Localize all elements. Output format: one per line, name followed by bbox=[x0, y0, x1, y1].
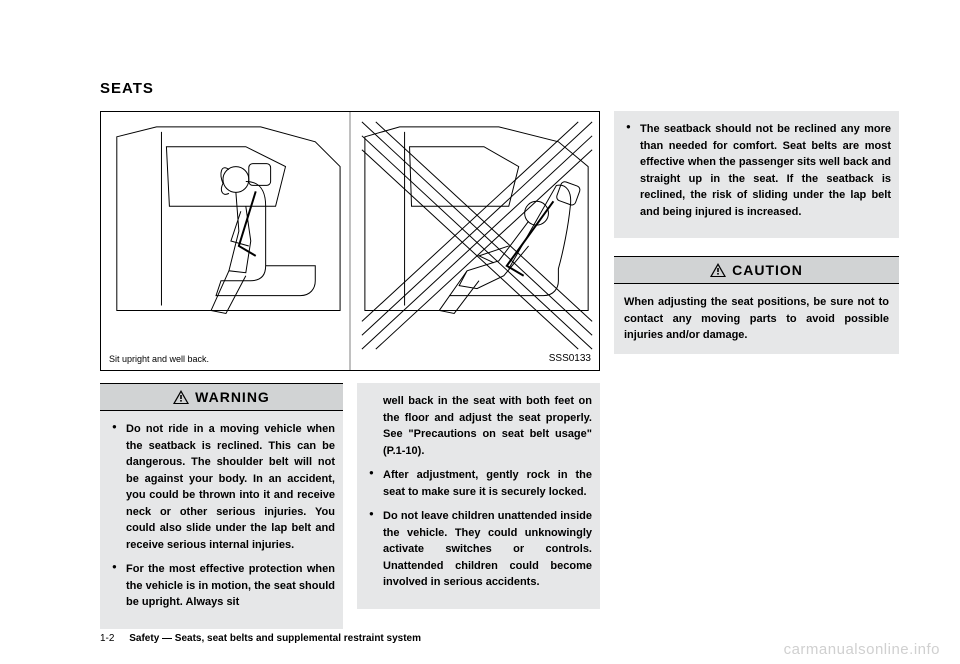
seat-figure: Sit upright and well back. SSS0133 bbox=[100, 111, 600, 371]
figure-caption-right: SSS0133 bbox=[549, 353, 591, 364]
warning-item: The seatback should not be reclined any … bbox=[622, 121, 891, 220]
spacer bbox=[614, 238, 899, 256]
caution-triangle-icon bbox=[710, 263, 726, 277]
page-number: 1-2 bbox=[100, 633, 114, 644]
warning-item: After adjustment, gently rock in the sea… bbox=[365, 467, 592, 500]
watermark: carmanualsonline.info bbox=[784, 641, 940, 658]
warning-item: Do not ride in a moving vehicle when the… bbox=[108, 421, 335, 553]
seat-illustration-svg bbox=[101, 112, 599, 370]
page-footer: 1-2 Safety — Seats, seat belts and suppl… bbox=[100, 633, 421, 644]
left-columns: Sit upright and well back. SSS0133 WARNI… bbox=[100, 111, 600, 629]
caution-text: When adjusting the seat positions, be su… bbox=[614, 284, 899, 354]
warning-label: WARNING bbox=[195, 389, 270, 405]
warning-item: Do not leave children unattended inside … bbox=[365, 508, 592, 591]
chapter-title: Safety — Seats, seat belts and supplemen… bbox=[129, 633, 421, 644]
warning-item-continued: well back in the seat with both feet on … bbox=[365, 393, 592, 459]
warning-columns: WARNING Do not ride in a moving vehicle … bbox=[100, 383, 600, 629]
caution-label: CAUTION bbox=[732, 262, 803, 278]
warning-box-3: The seatback should not be reclined any … bbox=[614, 111, 899, 238]
warning-header: WARNING bbox=[100, 383, 343, 411]
warning-col-2: well back in the seat with both feet on … bbox=[357, 383, 600, 629]
figure-caption-left: Sit upright and well back. bbox=[109, 354, 209, 364]
warning-triangle-icon bbox=[173, 390, 189, 404]
warning-box-1: Do not ride in a moving vehicle when the… bbox=[100, 411, 343, 629]
warning-item: For the most effective protection when t… bbox=[108, 561, 335, 611]
content-area: Sit upright and well back. SSS0133 WARNI… bbox=[100, 111, 900, 629]
warning-box-2: well back in the seat with both feet on … bbox=[357, 383, 600, 609]
caution-header: CAUTION bbox=[614, 256, 899, 284]
section-title: SEATS bbox=[100, 80, 900, 97]
warning-col-1: WARNING Do not ride in a moving vehicle … bbox=[100, 383, 343, 629]
right-column: The seatback should not be reclined any … bbox=[614, 111, 899, 629]
